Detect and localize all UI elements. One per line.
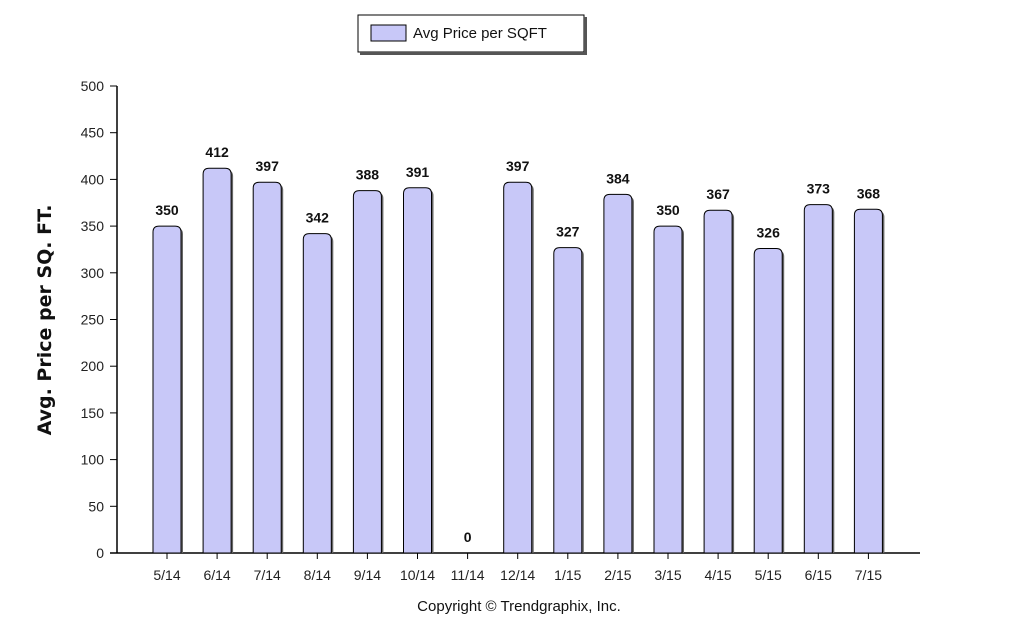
x-tick-label: 5/14 bbox=[153, 567, 180, 583]
data-label-10-14: 391 bbox=[406, 164, 430, 180]
x-tick-label: 7/15 bbox=[855, 567, 882, 583]
x-tick-label: 5/15 bbox=[755, 567, 782, 583]
x-tick-label: 10/14 bbox=[400, 567, 435, 583]
data-label-5-14: 350 bbox=[155, 202, 179, 218]
y-tick-label: 300 bbox=[81, 265, 105, 281]
y-axis-title: Avg. Price per SQ. FT. bbox=[34, 205, 56, 436]
y-tick-label: 400 bbox=[81, 171, 105, 187]
bar-8-14 bbox=[302, 233, 332, 554]
data-label-7-15: 368 bbox=[857, 185, 881, 201]
y-tick-label: 150 bbox=[81, 405, 105, 421]
x-tick-label: 2/15 bbox=[604, 567, 631, 583]
legend-shadow-right bbox=[584, 17, 587, 54]
x-tick-label: 12/14 bbox=[500, 567, 535, 583]
y-tick-label: 250 bbox=[81, 312, 105, 328]
data-label-11-14: 0 bbox=[464, 529, 472, 545]
data-labels: 350 412 397 342 388 391 0 397 327 384 350 367 326 373… bbox=[155, 144, 880, 545]
data-label-8-14: 342 bbox=[306, 210, 330, 226]
y-tick-label: 100 bbox=[81, 452, 105, 468]
legend-shadow-bottom bbox=[360, 52, 587, 55]
y-tick-label: 0 bbox=[96, 545, 104, 561]
y-tick-label: 350 bbox=[81, 218, 105, 234]
x-ticks: 5/14 6/14 7/14 8/14 9/14 10/14 11/14 12/14 1/15 2… bbox=[153, 553, 882, 583]
data-label-9-14: 388 bbox=[356, 167, 380, 183]
data-label-12-14: 397 bbox=[506, 158, 530, 174]
data-label-1-15: 327 bbox=[556, 224, 580, 240]
bar-7-14 bbox=[252, 181, 282, 554]
x-tick-label: 3/15 bbox=[654, 567, 681, 583]
y-ticks: 0 50 100 150 200 250 300 350 400 450 500 bbox=[81, 78, 117, 561]
y-tick-label: 50 bbox=[88, 498, 104, 514]
y-tick-label: 200 bbox=[81, 358, 105, 374]
legend-swatch bbox=[370, 24, 407, 42]
bar-12-14 bbox=[503, 181, 533, 554]
bar-4-15 bbox=[703, 209, 733, 554]
legend-label: Avg Price per SQFT bbox=[413, 25, 547, 42]
data-label-4-15: 367 bbox=[706, 186, 730, 202]
y-tick-label: 450 bbox=[81, 125, 105, 141]
x-tick-label: 11/14 bbox=[451, 567, 485, 583]
bar-7-15 bbox=[853, 208, 883, 554]
x-tick-label: 6/14 bbox=[203, 567, 230, 583]
bar-6-15 bbox=[803, 204, 833, 554]
bar-2-15 bbox=[603, 193, 633, 554]
x-tick-label: 7/14 bbox=[254, 567, 281, 583]
data-label-5-15: 326 bbox=[757, 225, 781, 241]
x-tick-label: 8/14 bbox=[304, 567, 331, 583]
data-label-6-15: 373 bbox=[807, 181, 831, 197]
bar-9-14 bbox=[352, 190, 382, 554]
x-tick-label: 1/15 bbox=[554, 567, 581, 583]
bar-10-14 bbox=[403, 187, 432, 554]
bar-5-14 bbox=[152, 225, 182, 554]
bar-5-15 bbox=[753, 248, 783, 554]
legend: Avg Price per SQFT bbox=[357, 14, 587, 55]
x-tick-label: 4/15 bbox=[704, 567, 731, 583]
x-tick-label: 9/14 bbox=[354, 567, 381, 583]
data-label-3-15: 350 bbox=[656, 202, 680, 218]
bars bbox=[152, 167, 885, 554]
y-tick-label: 500 bbox=[81, 78, 105, 94]
copyright-text: Copyright © Trendgraphix, Inc. bbox=[417, 598, 621, 615]
x-tick-label: 6/15 bbox=[805, 567, 832, 583]
bar-6-14 bbox=[202, 167, 232, 554]
data-label-7-14: 397 bbox=[256, 158, 280, 174]
data-label-2-15: 384 bbox=[606, 170, 630, 186]
bar-3-15 bbox=[653, 225, 683, 554]
bar-1-15 bbox=[553, 247, 583, 554]
data-label-6-14: 412 bbox=[205, 144, 229, 160]
